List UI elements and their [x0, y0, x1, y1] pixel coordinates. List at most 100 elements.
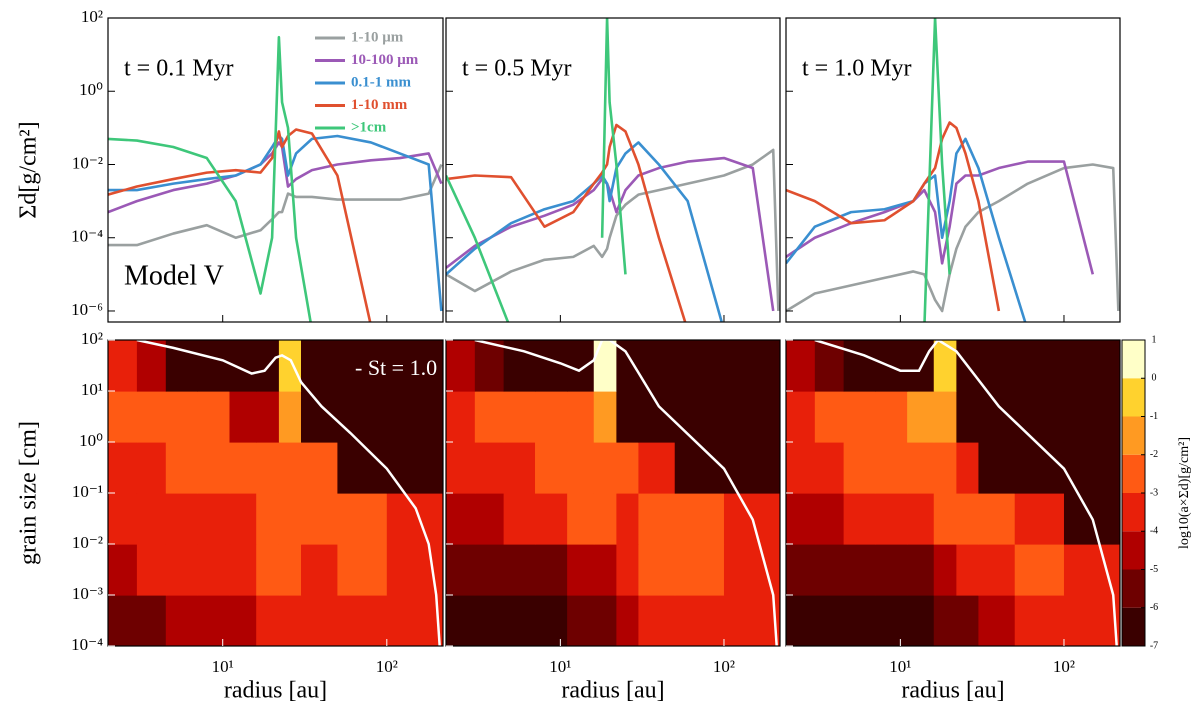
contour-cell	[108, 595, 138, 646]
curve-label: - St = 1.0	[355, 355, 437, 380]
legend-label: 0.1-1 mm	[351, 74, 411, 90]
contour-cell	[1063, 340, 1120, 392]
contour-cell	[907, 391, 935, 443]
contour-cell	[674, 442, 725, 494]
y-tick-label: 10⁻¹	[72, 482, 103, 501]
contour-cell	[567, 544, 595, 596]
legend-label: >1cm	[351, 119, 387, 135]
contour-cell	[567, 340, 595, 392]
y-tick-label: 10⁻⁴	[71, 227, 103, 246]
contour-cell	[593, 391, 617, 443]
contour-cell	[474, 493, 505, 545]
contour-cell	[197, 391, 231, 443]
plot-area	[108, 18, 443, 322]
contour-cell	[1014, 340, 1065, 392]
plot-background	[446, 18, 780, 322]
series-line	[446, 148, 780, 312]
colorbar-band	[1122, 454, 1145, 493]
y-tick-label: 10⁻²	[72, 153, 103, 172]
contour-cell	[446, 595, 476, 646]
contour-cell	[301, 493, 339, 545]
contour-cell	[229, 493, 257, 545]
contour-cell	[933, 442, 957, 494]
x-tick-label: 10²	[1053, 657, 1075, 676]
contour-cell	[197, 442, 231, 494]
contour-cell	[674, 544, 725, 596]
time-label: t = 0.1 Myr	[124, 56, 234, 82]
colorbar-tick-label: -6	[1150, 602, 1158, 613]
x-tick-label: 10¹	[889, 657, 911, 676]
contour-cell	[978, 544, 1016, 596]
x-tick-label: 10¹	[212, 657, 234, 676]
series-line	[446, 141, 724, 322]
colorbar-tick-label: -2	[1150, 449, 1158, 460]
contour-cell	[1014, 544, 1065, 596]
contour-cell	[843, 391, 876, 443]
plot-frame	[107, 17, 444, 323]
contour-cell	[567, 493, 595, 545]
contour-cell	[474, 391, 505, 443]
contour-cell	[337, 391, 388, 443]
contour-cell	[616, 442, 640, 494]
contour-cell	[301, 442, 339, 494]
contour-cell	[567, 595, 595, 646]
contour-cell	[503, 544, 536, 596]
colorbar-band	[1122, 531, 1145, 570]
contour-cell	[165, 595, 198, 646]
y-tick-label: 10⁰	[79, 431, 103, 450]
contour-cell	[108, 493, 138, 545]
contour-cell	[674, 493, 725, 545]
x-axis-label: radius [au]	[901, 678, 1004, 704]
contour-cell	[978, 493, 1016, 545]
contour-cell	[165, 391, 198, 443]
contour-cell	[814, 595, 845, 646]
contour-cell	[278, 391, 302, 443]
contour-cell	[386, 595, 443, 646]
contour-cell	[1014, 595, 1065, 646]
colorbar-tick-label: -1	[1150, 411, 1158, 422]
x-axis-label: radius [au]	[561, 678, 664, 704]
series-line	[786, 121, 1001, 312]
contour-cell	[136, 493, 167, 545]
contour-cell	[956, 391, 980, 443]
colorbar-tick-label: -3	[1150, 487, 1158, 498]
contour-cell	[535, 493, 568, 545]
contour-cell	[108, 340, 138, 392]
contour-cell	[446, 391, 476, 443]
contour-cell	[843, 595, 876, 646]
legend-label: 10-100 μm	[351, 52, 419, 68]
st-curve	[814, 340, 1118, 646]
contour-cell	[786, 595, 816, 646]
contour-cell	[956, 595, 980, 646]
y-axis-label: grain size [cm]	[16, 421, 42, 565]
contour-cell	[474, 544, 505, 596]
contour-cell	[638, 595, 676, 646]
contour-cell	[723, 391, 780, 443]
contour-cell	[474, 442, 505, 494]
contour-cell	[875, 493, 908, 545]
contour-cell	[256, 391, 280, 443]
contour-cell	[446, 493, 476, 545]
contour-cell	[616, 391, 640, 443]
x-axis-label: radius [au]	[224, 678, 327, 704]
series-line	[923, 18, 951, 322]
contour-cell	[535, 391, 568, 443]
contour-cell	[229, 544, 257, 596]
st-curve	[136, 340, 441, 646]
series-line	[786, 137, 1027, 322]
contour-cell	[593, 493, 617, 545]
x-tick-label: 10²	[713, 657, 735, 676]
contour-cell	[108, 544, 138, 596]
contour-cell	[933, 595, 957, 646]
contour-cell	[136, 391, 167, 443]
colorbar-label: log10(a×Σd)[g/cm²]	[1177, 437, 1192, 549]
contour-cell	[108, 442, 138, 494]
contour-cell	[1014, 391, 1065, 443]
contour-cell	[786, 442, 816, 494]
colorbar-tick-label: -4	[1150, 526, 1158, 537]
y-tick-label: 10⁻⁴	[71, 635, 103, 654]
contour-cell	[814, 391, 845, 443]
contour-cell	[1063, 391, 1120, 443]
contour-cell	[616, 595, 640, 646]
